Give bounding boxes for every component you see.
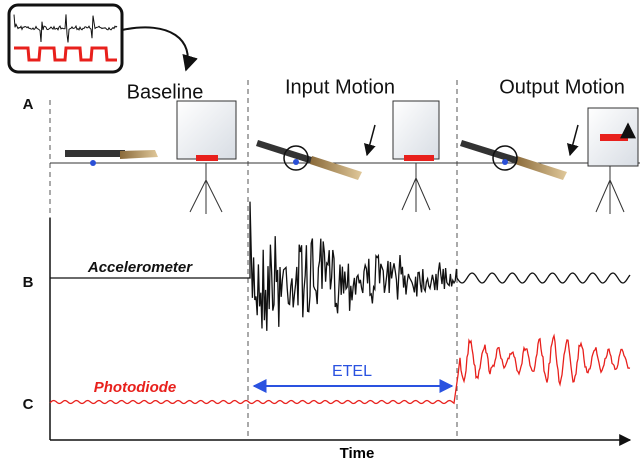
phase-title: Baseline [127, 81, 204, 103]
illustration [65, 100, 639, 214]
accelerometer-trace [50, 201, 631, 331]
phase-title: Output Motion [499, 76, 625, 98]
signal-label: Accelerometer [87, 259, 193, 276]
inset [7, 3, 198, 74]
photodiode-trace [49, 333, 631, 405]
phase-title: Input Motion [285, 76, 395, 98]
x-axis-label: Time [340, 445, 375, 461]
panel-label: C [23, 396, 34, 413]
panel-label: B [23, 274, 34, 291]
panel-label: A [23, 96, 34, 113]
interval-label: ETEL [332, 363, 372, 380]
signal-label: Photodiode [94, 379, 177, 396]
